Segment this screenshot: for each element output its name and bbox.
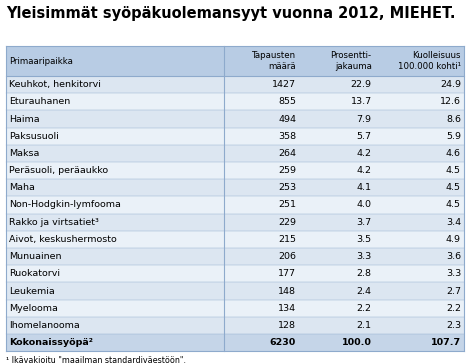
Bar (6, 214, 464, 231)
Text: 4.1: 4.1 (357, 183, 372, 192)
Text: 148: 148 (278, 286, 296, 296)
Text: Eturauhanen: Eturauhanen (9, 97, 70, 106)
Bar (6, 334, 464, 351)
Text: 7.9: 7.9 (357, 115, 372, 123)
Text: 13.7: 13.7 (351, 97, 372, 106)
Text: 2.1: 2.1 (357, 321, 372, 330)
Text: 2.8: 2.8 (357, 269, 372, 278)
Bar (6, 197, 464, 214)
Text: Leukemia: Leukemia (9, 286, 55, 296)
Text: Maksa: Maksa (9, 149, 39, 158)
Bar (6, 46, 464, 76)
Text: 3.3: 3.3 (357, 252, 372, 261)
Text: Maha: Maha (9, 183, 35, 192)
Text: 3.5: 3.5 (357, 235, 372, 244)
Text: 2.7: 2.7 (446, 286, 461, 296)
Text: Paksusuoli: Paksusuoli (9, 132, 59, 141)
Text: Myelooma: Myelooma (9, 304, 58, 313)
Text: Haima: Haima (9, 115, 40, 123)
Bar (6, 145, 464, 162)
Text: Tapausten
määrä: Tapausten määrä (252, 51, 296, 71)
Text: 3.3: 3.3 (446, 269, 461, 278)
Text: 206: 206 (278, 252, 296, 261)
Text: Aivot, keskushermosto: Aivot, keskushermosto (9, 235, 117, 244)
Text: Non-Hodgkin-lymfooma: Non-Hodgkin-lymfooma (9, 201, 121, 210)
Text: 12.6: 12.6 (440, 97, 461, 106)
Bar (6, 231, 464, 248)
Text: 8.6: 8.6 (446, 115, 461, 123)
Text: Ihomelanooma: Ihomelanooma (9, 321, 80, 330)
Text: 4.5: 4.5 (446, 183, 461, 192)
Text: 4.9: 4.9 (446, 235, 461, 244)
Text: 253: 253 (278, 183, 296, 192)
Bar (6, 93, 464, 110)
Text: Kokonaissyöpä²: Kokonaissyöpä² (9, 338, 93, 347)
Bar (6, 282, 464, 300)
Text: Yleisimmät syöpäkuolemansyyt vuonna 2012, MIEHET.: Yleisimmät syöpäkuolemansyyt vuonna 2012… (6, 6, 455, 21)
Text: 4.5: 4.5 (446, 166, 461, 175)
Bar (6, 128, 464, 145)
Text: 128: 128 (278, 321, 296, 330)
Text: 855: 855 (278, 97, 296, 106)
Text: 259: 259 (278, 166, 296, 175)
Text: 6230: 6230 (270, 338, 296, 347)
Bar (6, 162, 464, 179)
Text: Rakko ja virtsatiet³: Rakko ja virtsatiet³ (9, 218, 99, 227)
Text: Prosentti-
jakauma: Prosentti- jakauma (330, 51, 372, 71)
Text: 2.2: 2.2 (357, 304, 372, 313)
Bar (6, 179, 464, 197)
Bar (6, 265, 464, 282)
Text: 2.4: 2.4 (357, 286, 372, 296)
Text: 4.5: 4.5 (446, 201, 461, 210)
Text: 22.9: 22.9 (351, 80, 372, 89)
Text: Peräsuoli, peräaukko: Peräsuoli, peräaukko (9, 166, 108, 175)
Text: 107.7: 107.7 (431, 338, 461, 347)
Text: 1427: 1427 (272, 80, 296, 89)
Text: Ruokatorvi: Ruokatorvi (9, 269, 60, 278)
Text: 134: 134 (278, 304, 296, 313)
Bar (6, 248, 464, 265)
Text: 358: 358 (278, 132, 296, 141)
Text: 24.9: 24.9 (440, 80, 461, 89)
Text: 229: 229 (278, 218, 296, 227)
Text: 251: 251 (278, 201, 296, 210)
Text: Primaaripaikka: Primaaripaikka (9, 56, 73, 66)
Text: 100.0: 100.0 (342, 338, 372, 347)
Bar (6, 300, 464, 317)
Text: 2.3: 2.3 (446, 321, 461, 330)
Text: 2.2: 2.2 (446, 304, 461, 313)
Text: 3.4: 3.4 (446, 218, 461, 227)
Text: 3.7: 3.7 (357, 218, 372, 227)
Text: 4.0: 4.0 (357, 201, 372, 210)
Text: 5.9: 5.9 (446, 132, 461, 141)
Bar (6, 110, 464, 128)
Text: 4.6: 4.6 (446, 149, 461, 158)
Text: 4.2: 4.2 (357, 149, 372, 158)
Text: 4.2: 4.2 (357, 166, 372, 175)
Text: 5.7: 5.7 (357, 132, 372, 141)
Text: 215: 215 (278, 235, 296, 244)
Text: Munuainen: Munuainen (9, 252, 61, 261)
Text: 264: 264 (278, 149, 296, 158)
Text: 494: 494 (278, 115, 296, 123)
Text: Kuolleisuus
100.000 kohti¹: Kuolleisuus 100.000 kohti¹ (398, 51, 461, 71)
Text: 3.6: 3.6 (446, 252, 461, 261)
Text: Keuhkot, henkitorvi: Keuhkot, henkitorvi (9, 80, 101, 89)
Text: 177: 177 (278, 269, 296, 278)
Bar (6, 76, 464, 93)
Text: ¹ Ikävakioitu "maailman standardiväestöön".: ¹ Ikävakioitu "maailman standardiväestöö… (6, 356, 186, 364)
Bar (6, 317, 464, 334)
